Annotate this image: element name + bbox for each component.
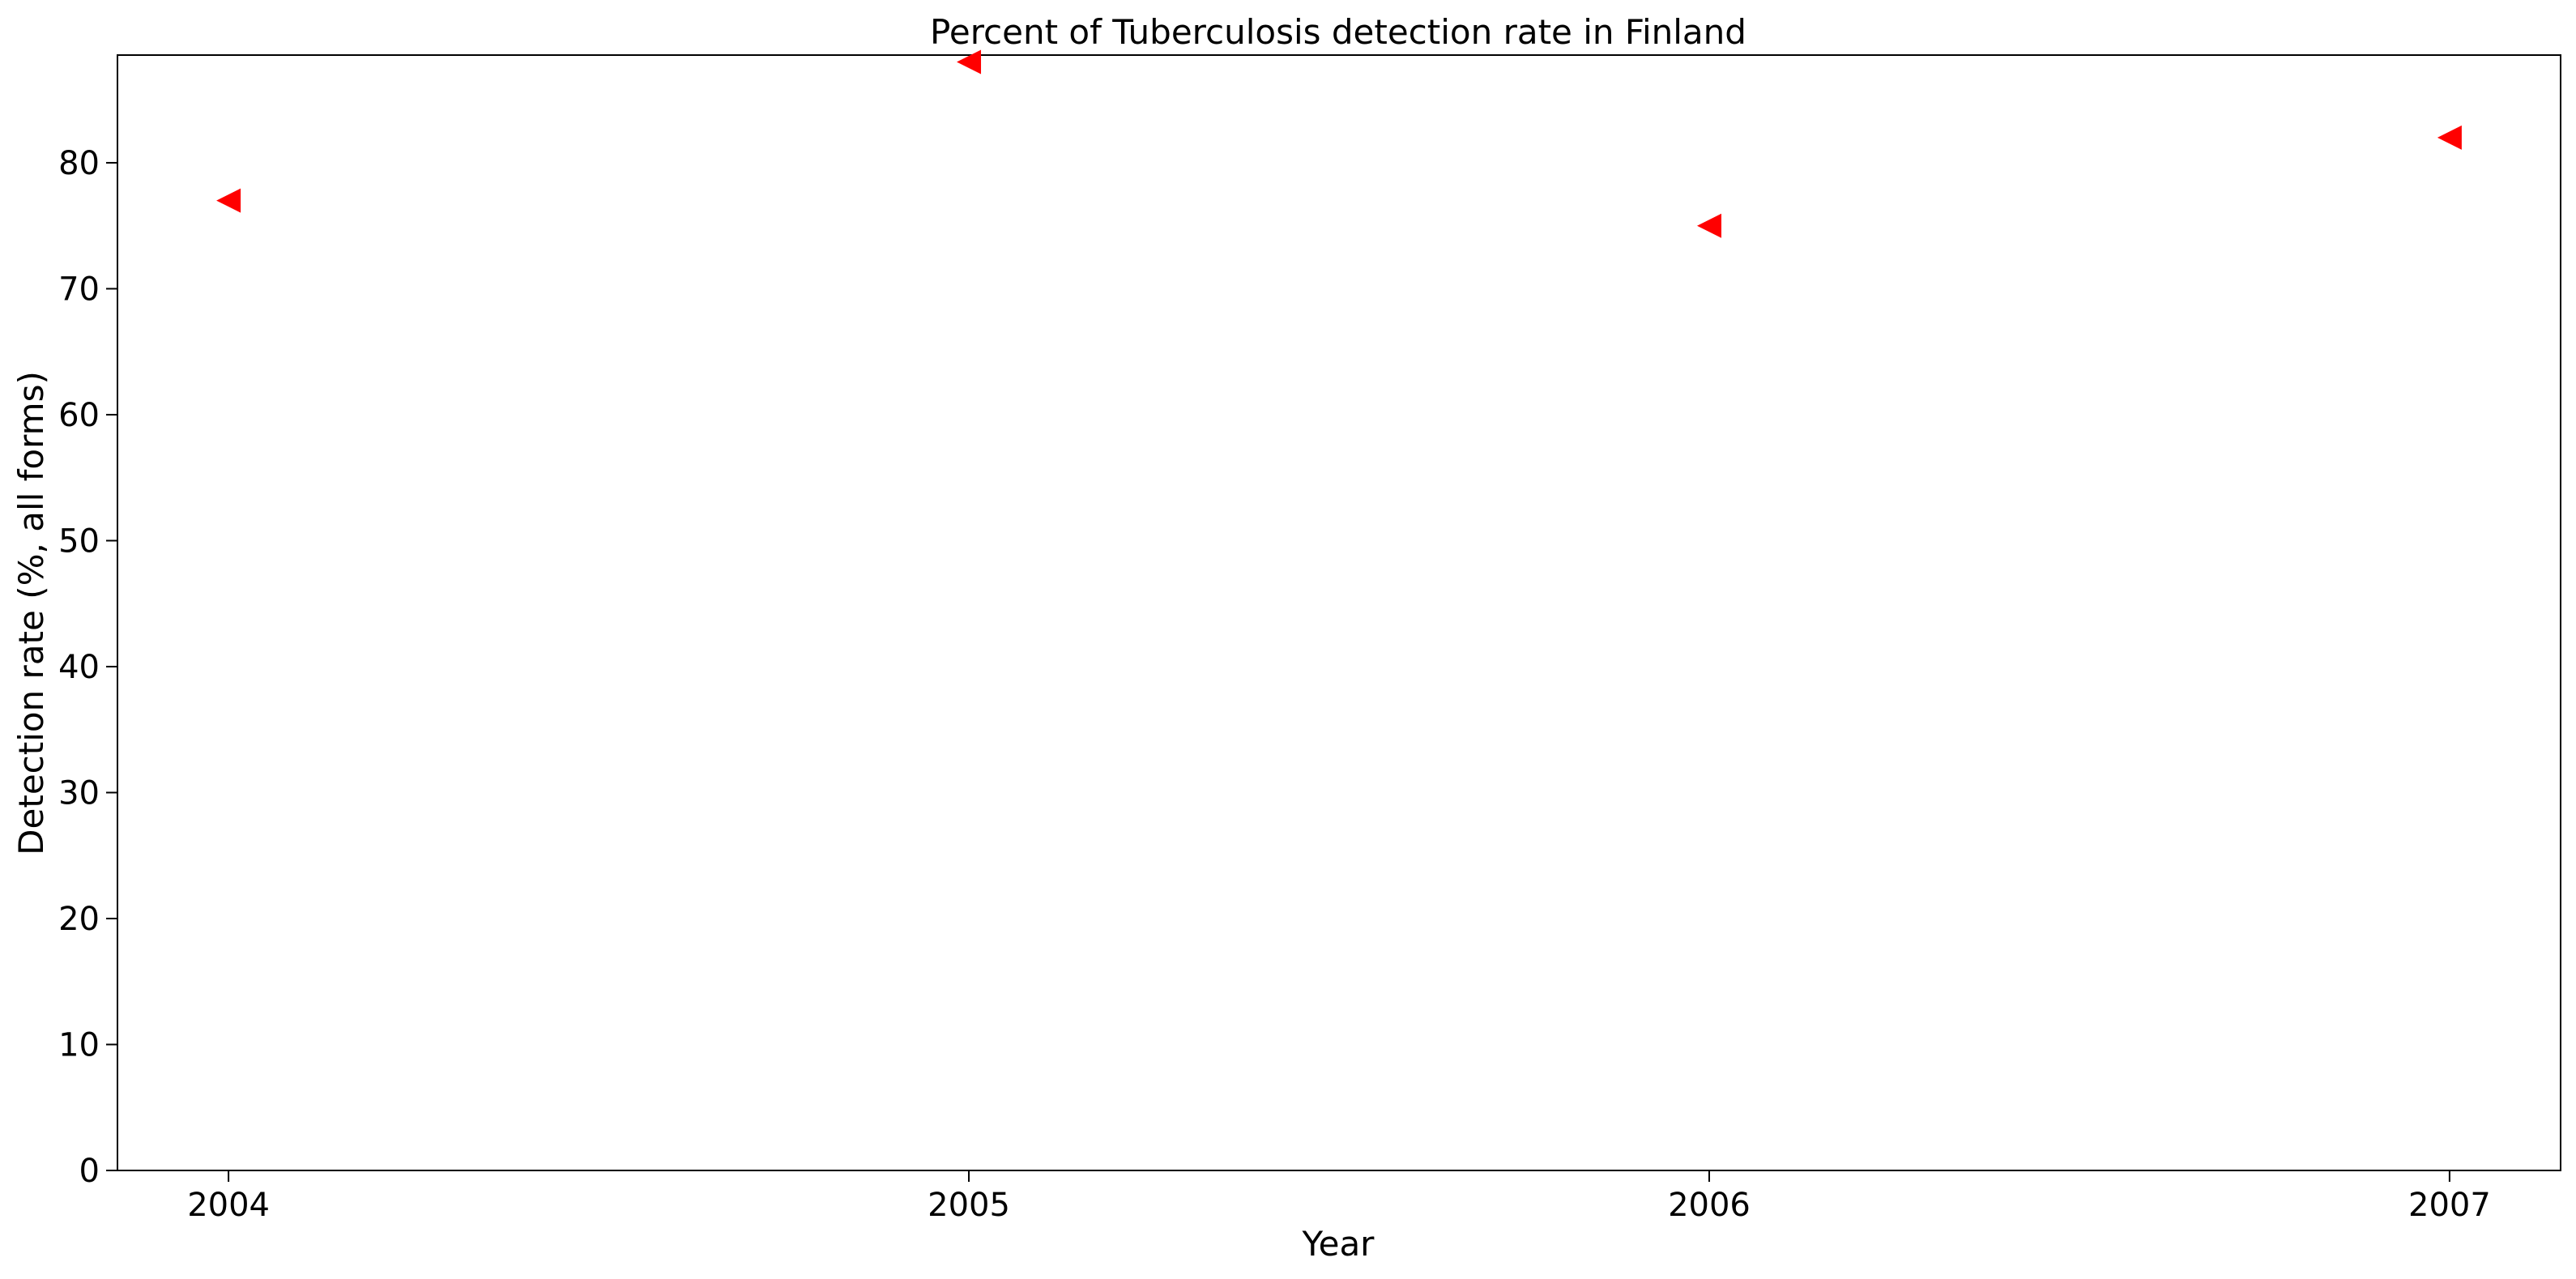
y-axis: 0 10 20 30 40 50 60 70 80 bbox=[58, 145, 117, 1190]
y-tick-label: 40 bbox=[58, 649, 100, 686]
y-tick-label: 0 bbox=[79, 1153, 100, 1190]
x-tick-label: 2004 bbox=[187, 1187, 270, 1224]
chart-title: Percent of Tuberculosis detection rate i… bbox=[930, 12, 1746, 52]
plot-frame bbox=[117, 54, 2561, 1171]
y-tick-label: 70 bbox=[58, 271, 100, 308]
y-tick-label: 20 bbox=[58, 901, 100, 938]
y-tick-label: 80 bbox=[58, 145, 100, 182]
y-tick-label: 60 bbox=[58, 397, 100, 434]
y-tick-label: 10 bbox=[58, 1026, 100, 1064]
y-axis-label: Detection rate (%, all forms) bbox=[11, 371, 51, 855]
x-tick-label: 2005 bbox=[928, 1187, 1010, 1224]
data-point bbox=[957, 49, 982, 75]
x-tick-label: 2007 bbox=[2408, 1187, 2491, 1224]
x-axis-label: Year bbox=[1302, 1224, 1375, 1264]
data-point bbox=[216, 188, 241, 213]
x-tick-label: 2006 bbox=[1668, 1187, 1751, 1224]
data-point bbox=[2437, 125, 2462, 150]
x-axis: 2004 2005 2006 2007 bbox=[187, 1170, 2491, 1224]
data-point bbox=[1696, 213, 1721, 238]
y-tick-label: 30 bbox=[58, 774, 100, 812]
y-tick-label: 50 bbox=[58, 522, 100, 560]
plot-area bbox=[117, 54, 2561, 1171]
data-points bbox=[216, 49, 2462, 238]
